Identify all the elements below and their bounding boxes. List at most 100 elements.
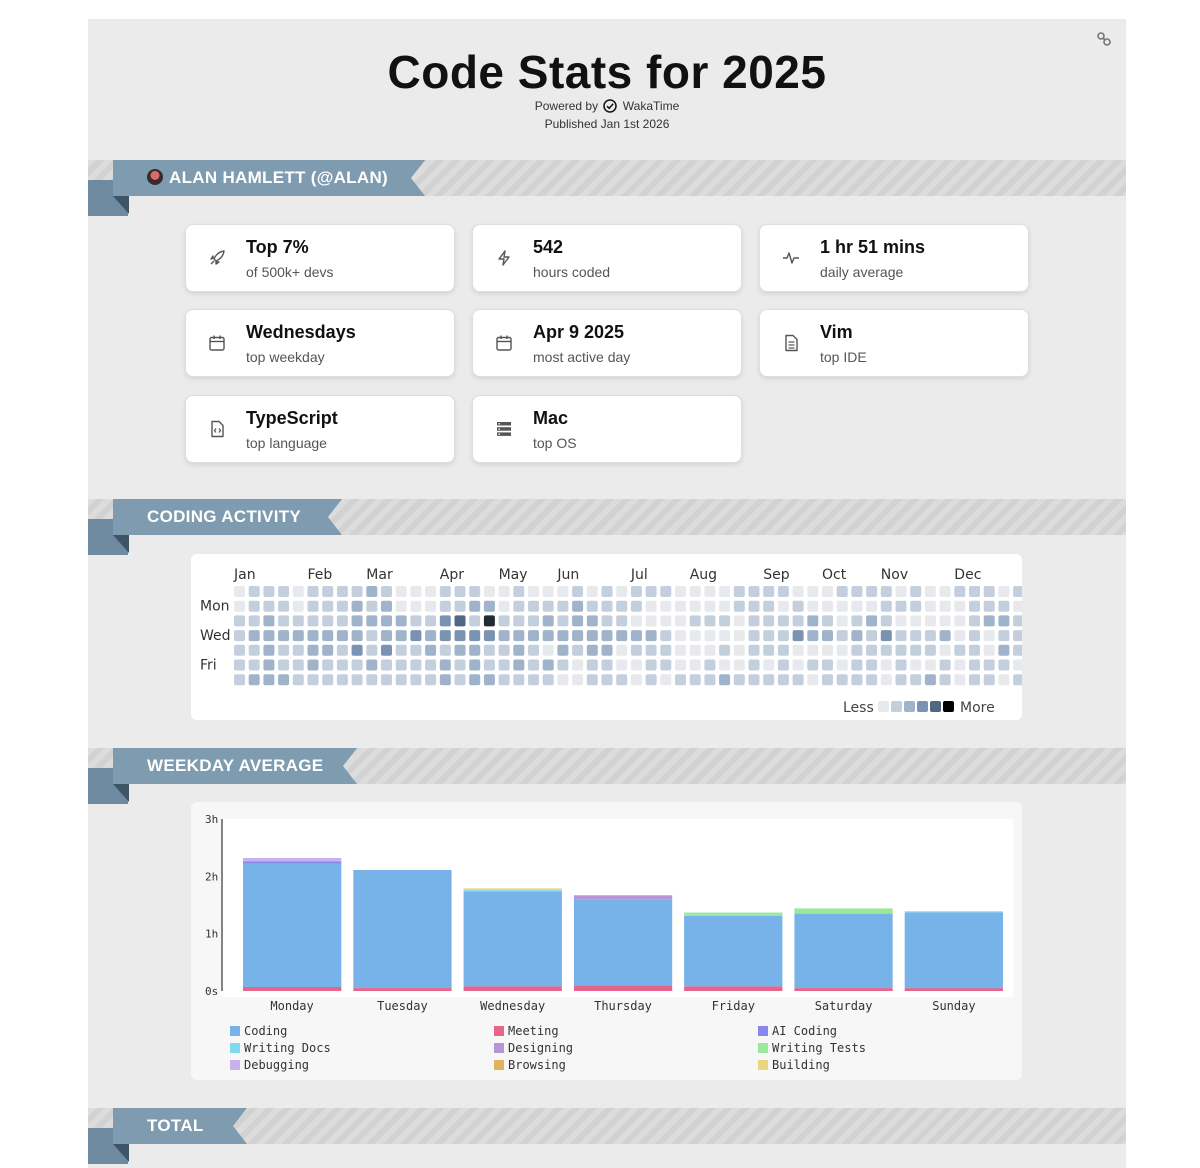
heatmap-cell[interactable] (660, 659, 672, 671)
heatmap-cell[interactable] (616, 644, 628, 656)
heatmap-cell[interactable] (1013, 674, 1025, 686)
heatmap-cell[interactable] (351, 630, 363, 642)
heatmap-cell[interactable] (763, 630, 775, 642)
heatmap-cell[interactable] (322, 674, 334, 686)
heatmap-cell[interactable] (792, 600, 804, 612)
heatmap-cell[interactable] (807, 644, 819, 656)
heatmap-cell[interactable] (498, 630, 510, 642)
chart-bar-segment[interactable] (684, 914, 783, 916)
heatmap-cell[interactable] (234, 644, 245, 656)
chart-bar-segment[interactable] (684, 912, 783, 915)
heatmap-cell[interactable] (733, 600, 745, 612)
heatmap-cell[interactable] (454, 630, 466, 642)
heatmap-cell[interactable] (983, 615, 995, 627)
heatmap-cell[interactable] (1013, 586, 1025, 597)
heatmap-cell[interactable] (822, 600, 833, 612)
heatmap-cell[interactable] (439, 615, 451, 627)
heatmap-cell[interactable] (733, 644, 745, 656)
heatmap-cell[interactable] (998, 644, 1010, 656)
heatmap-cell[interactable] (1013, 630, 1025, 642)
link-icon[interactable] (1096, 31, 1112, 47)
heatmap-cell[interactable] (381, 630, 392, 642)
heatmap-cell[interactable] (542, 630, 554, 642)
heatmap-cell[interactable] (807, 659, 819, 671)
heatmap-cell[interactable] (395, 600, 407, 612)
chart-bar-segment[interactable] (794, 988, 893, 991)
heatmap-cell[interactable] (307, 644, 319, 656)
heatmap-cell[interactable] (278, 674, 290, 686)
heatmap-cell[interactable] (880, 615, 892, 627)
heatmap-cell[interactable] (586, 600, 598, 612)
chart-bar-segment[interactable] (463, 888, 562, 891)
heatmap-cell[interactable] (675, 615, 686, 627)
heatmap-cell[interactable] (822, 615, 833, 627)
heatmap-cell[interactable] (748, 630, 760, 642)
heatmap-cell[interactable] (381, 615, 392, 627)
chart-bar-segment[interactable] (684, 986, 783, 991)
heatmap-cell[interactable] (1013, 644, 1025, 656)
heatmap-cell[interactable] (278, 659, 290, 671)
heatmap-cell[interactable] (895, 659, 907, 671)
heatmap-cell[interactable] (880, 674, 892, 686)
heatmap-cell[interactable] (924, 615, 936, 627)
heatmap-cell[interactable] (851, 659, 863, 671)
heatmap-cell[interactable] (425, 659, 437, 671)
heatmap-cell[interactable] (822, 674, 833, 686)
heatmap-cell[interactable] (719, 615, 731, 627)
heatmap-cell[interactable] (351, 659, 363, 671)
heatmap-cell[interactable] (513, 630, 525, 642)
heatmap-cell[interactable] (777, 674, 789, 686)
heatmap-cell[interactable] (381, 586, 392, 597)
heatmap-cell[interactable] (792, 659, 804, 671)
heatmap-cell[interactable] (983, 630, 995, 642)
heatmap-cell[interactable] (748, 659, 760, 671)
heatmap-cell[interactable] (234, 600, 245, 612)
heatmap-cell[interactable] (601, 674, 613, 686)
heatmap-cell[interactable] (395, 586, 407, 597)
heatmap-cell[interactable] (278, 586, 290, 597)
heatmap-cell[interactable] (733, 615, 745, 627)
heatmap-cell[interactable] (866, 586, 878, 597)
heatmap-cell[interactable] (939, 586, 951, 597)
heatmap-cell[interactable] (704, 630, 716, 642)
heatmap-cell[interactable] (278, 644, 290, 656)
heatmap-cell[interactable] (645, 659, 657, 671)
heatmap-cell[interactable] (748, 586, 760, 597)
heatmap-cell[interactable] (513, 659, 525, 671)
heatmap-cell[interactable] (630, 615, 642, 627)
heatmap-cell[interactable] (439, 644, 451, 656)
heatmap-cell[interactable] (983, 674, 995, 686)
chart-bar-segment[interactable] (353, 988, 452, 991)
heatmap-cell[interactable] (763, 659, 775, 671)
heatmap-cell[interactable] (748, 615, 760, 627)
heatmap-cell[interactable] (498, 600, 510, 612)
heatmap-cell[interactable] (381, 674, 392, 686)
heatmap-cell[interactable] (322, 615, 334, 627)
heatmap-cell[interactable] (616, 630, 628, 642)
heatmap-cell[interactable] (483, 659, 495, 671)
heatmap-cell[interactable] (660, 615, 672, 627)
heatmap-cell[interactable] (395, 659, 407, 671)
heatmap-cell[interactable] (572, 586, 584, 597)
heatmap-cell[interactable] (572, 674, 584, 686)
heatmap-cell[interactable] (307, 615, 319, 627)
heatmap-cell[interactable] (557, 615, 569, 627)
heatmap-cell[interactable] (263, 659, 275, 671)
heatmap-cell[interactable] (469, 615, 481, 627)
heatmap-cell[interactable] (954, 644, 966, 656)
heatmap-cell[interactable] (807, 586, 819, 597)
heatmap-cell[interactable] (616, 615, 628, 627)
heatmap-cell[interactable] (601, 659, 613, 671)
heatmap-cell[interactable] (822, 630, 833, 642)
heatmap-cell[interactable] (351, 600, 363, 612)
heatmap-cell[interactable] (719, 600, 731, 612)
heatmap-cell[interactable] (336, 630, 348, 642)
heatmap-cell[interactable] (910, 630, 922, 642)
heatmap-cell[interactable] (542, 659, 554, 671)
heatmap-cell[interactable] (733, 674, 745, 686)
heatmap-cell[interactable] (483, 615, 495, 627)
heatmap-cell[interactable] (483, 674, 495, 686)
heatmap-cell[interactable] (910, 615, 922, 627)
heatmap-cell[interactable] (586, 659, 598, 671)
heatmap-cell[interactable] (586, 615, 598, 627)
